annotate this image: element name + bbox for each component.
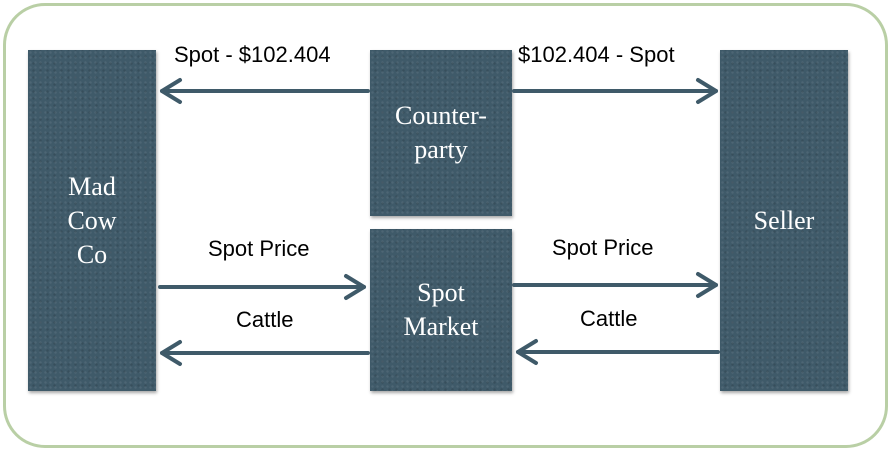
edge-label-counterparty-to-madcow: Spot - $102.404 (174, 42, 331, 68)
edge-label-market-to-seller: Cattle (580, 306, 637, 332)
edge-label-madcow-to-market: Spot Price (208, 236, 310, 262)
edge-label-counterparty-to-seller: $102.404 - Spot (518, 42, 675, 68)
edge-label-market-to-madcow: Cattle (236, 307, 293, 333)
edge-label-seller-to-market: Spot Price (552, 235, 654, 261)
